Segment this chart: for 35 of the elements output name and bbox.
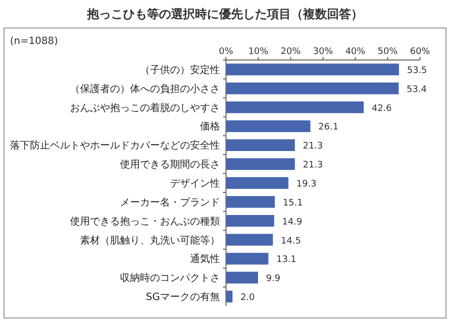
y-tick-label: 価格 (200, 120, 220, 133)
data-label: 42.6 (372, 104, 392, 114)
data-label: 26.1 (318, 122, 338, 133)
data-label: 13.1 (276, 255, 296, 266)
x-tick-label: 10% (248, 47, 269, 57)
y-tick-label: 使用できる抱っこ・おんぶの種類 (70, 215, 220, 228)
text: (n=1088) (10, 36, 58, 47)
y-tick-label: 使用できる期間の長さ (120, 158, 220, 171)
y-tick-label: 落下防止ベルトやホールドカバーなどの安全性 (10, 140, 220, 152)
data-label: 19.3 (296, 180, 316, 190)
data-label: 9.9 (266, 274, 281, 284)
data-label: 53.4 (406, 84, 427, 95)
y-tick-label: SGマークの有無 (146, 291, 220, 304)
x-tick-label: 40% (345, 47, 366, 57)
y-tick-label: おんぶや抱っこの着脱のしやすさ (70, 102, 220, 114)
x-tick-label: 30% (312, 47, 334, 57)
x-tick-label: 60% (410, 47, 430, 57)
y-tick-label: デザイン性 (170, 178, 220, 190)
data-label: 53.5 (406, 66, 428, 76)
data-label: 14.5 (280, 236, 301, 246)
x-tick-label: 20% (280, 47, 302, 57)
data-label: 21.3 (302, 160, 323, 171)
y-tick-label: 通気性 (190, 253, 220, 266)
y-tick-label: 収納時のコンパクトさ (120, 272, 220, 284)
data-label: 21.3 (302, 142, 323, 152)
x-tick-label: 0% (218, 47, 234, 57)
chart-title: 抱っこひも等の選択時に優先した項目（複数回答） (86, 7, 363, 21)
data-label: 2.0 (240, 293, 256, 304)
y-tick-label: 素材（肌触り、丸洗い可能等） (80, 234, 220, 246)
y-tick-label: （保護者の）体への負担の小ささ (70, 82, 220, 95)
x-tick-label: 50% (378, 47, 398, 57)
data-label: 14.9 (282, 217, 302, 228)
y-tick-label: （子供の）安定性 (140, 64, 220, 76)
y-tick-label: メーカー名・ブランド (120, 196, 220, 208)
data-label: 15.1 (282, 198, 303, 208)
